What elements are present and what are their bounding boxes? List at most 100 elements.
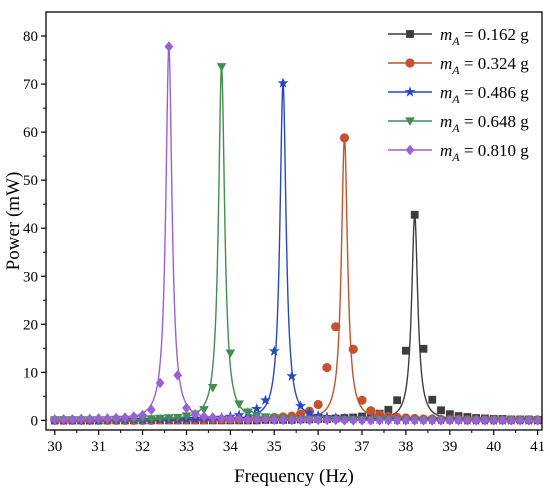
data-point — [515, 415, 525, 426]
data-point — [252, 414, 262, 425]
x-tick-label: 35 — [267, 439, 282, 455]
legend-subscript: A — [451, 150, 460, 164]
y-tick-label: 50 — [23, 173, 38, 189]
legend-marker — [406, 30, 414, 38]
data-point — [251, 403, 263, 414]
data-point — [454, 415, 463, 426]
data-point — [524, 415, 534, 426]
legend-var: m — [440, 141, 452, 160]
y-tick-label: 20 — [23, 317, 38, 333]
y-tick-label: 0 — [31, 413, 39, 429]
axis-ticks: 30 31 32 33 34 35 36 37 38 39 40 41 0 10 20 30 40 50 60 70 8… — [23, 29, 545, 455]
data-point — [217, 413, 226, 424]
data-point — [111, 412, 121, 424]
data-point — [94, 413, 104, 424]
data-point — [445, 410, 454, 419]
legend-value: = 0.648 g — [460, 112, 530, 131]
data-point — [278, 414, 288, 426]
data-point — [348, 344, 358, 354]
x-tick-label: 32 — [135, 439, 150, 455]
data-point — [489, 415, 499, 426]
data-point — [437, 406, 445, 415]
data-point — [85, 413, 95, 425]
legend-marker — [405, 58, 415, 68]
y-tick-label: 10 — [23, 365, 38, 381]
x-tick-label: 30 — [47, 439, 62, 455]
data-point — [181, 412, 192, 421]
y-tick-label: 80 — [23, 29, 38, 45]
data-point — [295, 400, 307, 411]
plot-frame — [45, 11, 543, 431]
data-point — [76, 413, 86, 425]
legend-var: m — [440, 83, 452, 102]
legend-subscript: A — [451, 121, 460, 135]
data-point — [427, 415, 437, 426]
legend-marker — [405, 117, 415, 126]
data-point — [103, 413, 112, 424]
data-point — [410, 415, 420, 426]
data-point — [268, 345, 280, 356]
legend-value: = 0.486 g — [460, 83, 530, 102]
series-line — [54, 214, 539, 422]
data-point — [190, 408, 200, 420]
legend-entry: mA = 0.810 g — [388, 141, 529, 164]
data-point — [129, 411, 139, 422]
y-tick-label: 60 — [23, 125, 38, 141]
legend: mA = 0.162 gmA = 0.324 gmA = 0.486 gmA =… — [388, 25, 529, 164]
legend-entry: mA = 0.162 g — [388, 25, 529, 48]
legend-label: mA = 0.324 g — [440, 54, 529, 77]
data-point — [277, 77, 289, 88]
data-point — [506, 415, 516, 426]
series-line — [54, 137, 539, 422]
data-point — [348, 415, 358, 426]
data-point — [303, 406, 315, 418]
data-point — [322, 362, 332, 373]
data-point — [243, 408, 253, 418]
data-point — [357, 395, 367, 405]
data-point — [375, 415, 384, 426]
data-point — [366, 415, 376, 426]
data-point — [164, 414, 174, 423]
data-point — [393, 396, 402, 405]
data-point — [339, 133, 350, 143]
data-point — [199, 411, 209, 422]
y-axis-title: Power (mW) — [3, 172, 24, 271]
data-point — [410, 210, 419, 219]
series-layer — [49, 41, 544, 426]
data-point — [313, 399, 323, 410]
data-point — [207, 384, 218, 393]
data-point — [419, 415, 428, 426]
legend-entry: mA = 0.648 g — [388, 112, 529, 135]
data-point — [138, 409, 147, 421]
legend-value: = 0.162 g — [460, 25, 530, 44]
data-point — [261, 414, 270, 425]
series-1 — [50, 210, 542, 425]
x-tick-label: 41 — [530, 439, 545, 455]
data-point — [182, 402, 191, 414]
legend-var: m — [440, 112, 452, 131]
data-point — [471, 415, 481, 426]
data-point — [296, 414, 305, 426]
x-tick-label: 36 — [311, 439, 327, 455]
x-tick-label: 31 — [91, 439, 106, 455]
data-point — [445, 415, 455, 426]
data-point — [243, 414, 253, 425]
series-line — [54, 45, 539, 422]
data-point — [384, 415, 393, 426]
x-tick-label: 38 — [398, 439, 413, 455]
data-point — [146, 415, 157, 424]
data-point — [287, 414, 297, 426]
data-point — [216, 63, 227, 72]
data-point — [199, 406, 209, 415]
data-point — [313, 414, 323, 426]
data-point — [260, 394, 271, 405]
data-point — [234, 413, 244, 425]
data-point — [67, 414, 77, 425]
data-point — [401, 415, 411, 426]
legend-entry: mA = 0.324 g — [388, 54, 529, 77]
data-point — [173, 369, 183, 381]
x-tick-label: 33 — [179, 439, 194, 455]
data-point — [155, 414, 165, 424]
data-point — [419, 344, 428, 353]
data-point — [428, 395, 437, 404]
